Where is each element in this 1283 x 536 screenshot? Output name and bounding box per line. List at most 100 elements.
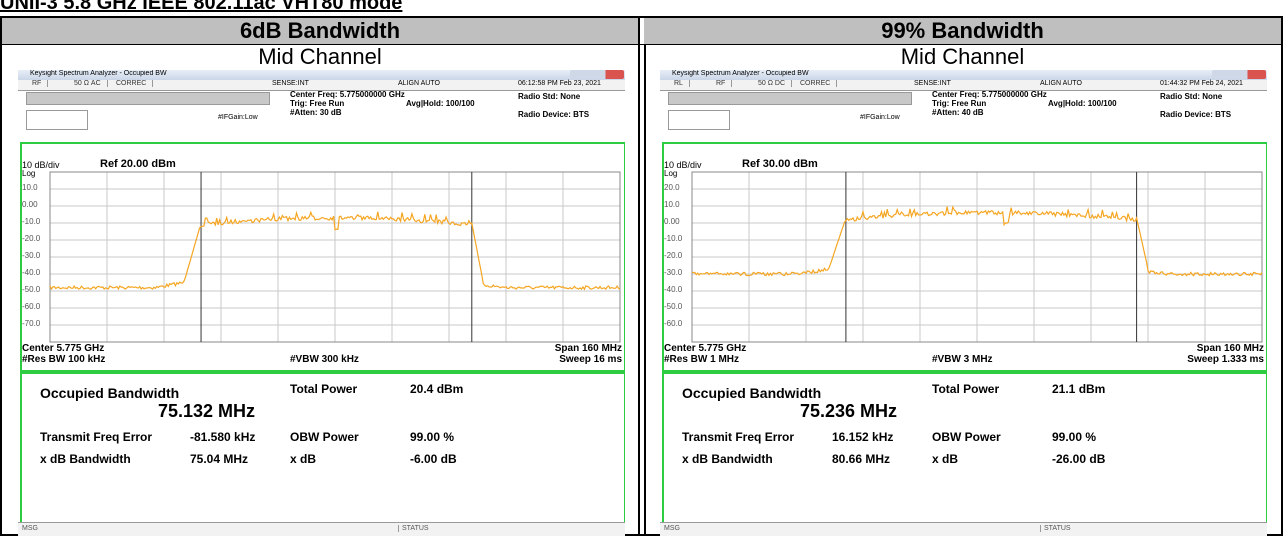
y-axis-label: -30.0 xyxy=(22,251,41,260)
sense-label: SENSE:INT xyxy=(272,80,309,87)
radio-std: Radio Std: None xyxy=(1160,92,1223,101)
y-axis-label: -50.0 xyxy=(22,285,41,294)
table-border xyxy=(0,16,1283,536)
toolbar-item: CORREC xyxy=(116,80,154,87)
status-bar-gray xyxy=(668,92,912,105)
title-bar xyxy=(18,70,625,80)
atten: #Atten: 40 dB xyxy=(932,108,984,117)
y-axis-label: 0.00 xyxy=(664,217,680,226)
toolbar-item: 50 Ω AC xyxy=(74,80,108,87)
trig: Trig: Free Run xyxy=(290,99,345,108)
obw-value: 75.132 MHz xyxy=(158,401,256,421)
res-bw: #Res BW 100 kHz xyxy=(22,354,106,365)
if-gain: #IFGain:Low xyxy=(860,114,900,121)
y-axis-label: -10.0 xyxy=(664,234,683,243)
total-power-label: Total Power xyxy=(290,382,358,396)
obw-label: Occupied Bandwidth xyxy=(682,385,822,401)
column-divider xyxy=(638,16,646,536)
vbw: #VBW 3 MHz xyxy=(932,354,993,365)
toolbar-item: RL xyxy=(674,80,690,87)
xdb-bw-label: x dB Bandwidth xyxy=(682,452,773,466)
channel-label: Mid Channel xyxy=(258,44,382,69)
header-cell xyxy=(644,18,1281,45)
status-label: STATUS xyxy=(398,525,429,532)
radio-device: Radio Device: BTS xyxy=(518,110,590,119)
align-label: ALIGN AUTO xyxy=(398,80,440,87)
radio-std: Radio Std: None xyxy=(518,92,581,101)
obw-value: 75.236 MHz xyxy=(800,401,898,421)
radio-device: Radio Device: BTS xyxy=(1160,110,1232,119)
toolbar xyxy=(660,80,1267,91)
toolbar xyxy=(18,80,625,91)
center-label: Center 5.775 GHz xyxy=(664,343,747,354)
obw-power: 99.00 % xyxy=(1052,430,1097,444)
y-axis-label: -50.0 xyxy=(664,302,683,311)
status-bar xyxy=(18,522,625,536)
obw-power-label: OBW Power xyxy=(290,430,359,444)
avg-hold: Avg|Hold: 100/100 xyxy=(1048,99,1117,108)
obw-power: 99.00 % xyxy=(410,430,455,444)
center-label: Center 5.775 GHz xyxy=(22,343,105,354)
analyzer-screenshot: Keysight Spectrum Analyzer - Occupied BW… xyxy=(660,70,1267,536)
scale-label: 10 dB/div xyxy=(22,160,60,170)
toolbar-item: RF xyxy=(716,80,733,87)
sense-label: SENSE:INT xyxy=(914,80,951,87)
spectrum-trace xyxy=(691,205,1263,277)
ref-level: Ref 20.00 dBm xyxy=(100,158,176,170)
y-axis-label: 10.0 xyxy=(664,200,680,209)
timestamp: 01:44:32 PM Feb 24, 2021 xyxy=(1160,80,1243,87)
if-gain: #IFGain:Low xyxy=(218,114,258,121)
total-power-label: Total Power xyxy=(932,382,1000,396)
input-box xyxy=(26,110,88,130)
y-axis-label: -20.0 xyxy=(664,251,683,260)
graph-frame xyxy=(20,142,625,372)
y-axis-label: 0.00 xyxy=(22,200,38,209)
input-box xyxy=(668,110,730,130)
ref-level: Ref 30.00 dBm xyxy=(742,158,818,170)
doc-title: UNII-3 5.8 GHz IEEE 802.11ac VHT80 mode xyxy=(0,0,403,14)
y-axis-label: -40.0 xyxy=(664,285,683,294)
y-axis-label: -10.0 xyxy=(22,217,41,226)
window-buttons xyxy=(1212,70,1266,79)
y-axis-label: -70.0 xyxy=(22,319,41,328)
res-bw: #Res BW 1 MHz xyxy=(664,354,740,365)
y-axis-label: -60.0 xyxy=(22,302,41,311)
sweep: Sweep 16 ms xyxy=(559,354,622,365)
span: Span 160 MHz xyxy=(1196,343,1264,354)
y-axis-label: 20.0 xyxy=(664,183,680,192)
y-axis-label: -40.0 xyxy=(22,268,41,277)
xdb-bw-label: x dB Bandwidth xyxy=(40,452,131,466)
timestamp: 06:12:58 PM Feb 23, 2021 xyxy=(518,80,601,87)
y-axis-label: -30.0 xyxy=(664,268,683,277)
y-axis-label: -20.0 xyxy=(22,234,41,243)
log-label: Log xyxy=(22,169,36,178)
avg-hold: Avg|Hold: 100/100 xyxy=(406,99,475,108)
xdb-bw-value: 80.66 MHz xyxy=(832,452,891,466)
channel-label: Mid Channel xyxy=(900,44,1025,69)
status-label: STATUS xyxy=(1040,525,1071,532)
scale-label: 10 dB/div xyxy=(664,160,702,170)
graph-border xyxy=(691,171,1263,343)
xdb-label: x dB xyxy=(290,452,317,466)
window-title: Keysight Spectrum Analyzer - Occupied BW xyxy=(672,70,809,77)
msg-label: MSG xyxy=(22,525,38,532)
log-label: Log xyxy=(664,169,678,178)
window-title: Keysight Spectrum Analyzer - Occupied BW xyxy=(30,70,167,77)
msg-label: MSG xyxy=(664,525,680,532)
status-bar xyxy=(660,522,1267,536)
obw-power-label: OBW Power xyxy=(932,430,1001,444)
total-power: 21.1 dBm xyxy=(1052,382,1106,396)
atten: #Atten: 30 dB xyxy=(290,108,342,117)
y-axis-label: 10.0 xyxy=(22,183,38,192)
y-axis-label: -60.0 xyxy=(664,319,683,328)
title-bar xyxy=(660,70,1267,80)
column-header: 99% Bandwidth xyxy=(881,18,1044,43)
tfe-label: Transmit Freq Error xyxy=(682,430,795,444)
align-label: ALIGN AUTO xyxy=(1040,80,1082,87)
graph-frame xyxy=(662,142,1267,372)
analyzer-screenshot: Keysight Spectrum Analyzer - Occupied BW… xyxy=(18,70,625,536)
xdb-value: -26.00 dB xyxy=(1052,452,1106,466)
xdb-value: -6.00 dB xyxy=(410,452,457,466)
tfe-value: -81.580 kHz xyxy=(190,430,256,444)
